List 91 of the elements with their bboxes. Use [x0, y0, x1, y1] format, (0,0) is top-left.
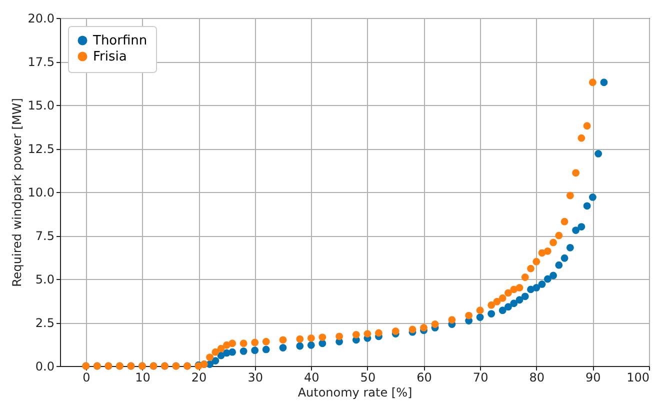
- point: [527, 264, 534, 272]
- point: [498, 294, 506, 302]
- x-tick-label: 60: [416, 370, 432, 384]
- point: [550, 272, 557, 280]
- legend-label: Frisia: [93, 50, 127, 64]
- point: [279, 344, 287, 352]
- point: [532, 258, 540, 266]
- x-tick-label: 90: [586, 370, 601, 384]
- point: [504, 289, 512, 297]
- point: [307, 334, 315, 342]
- point: [296, 342, 304, 350]
- point: [560, 254, 568, 262]
- point: [560, 218, 568, 226]
- x-axis-title: Autonomy rate [%]: [298, 386, 412, 400]
- x-tick-label: 10: [135, 370, 150, 384]
- point: [578, 223, 586, 230]
- point: [228, 340, 236, 348]
- point: [476, 306, 484, 314]
- y-tick-label: 12.5: [28, 142, 54, 156]
- point: [262, 346, 270, 354]
- point: [532, 284, 540, 292]
- point: [555, 232, 563, 240]
- point: [408, 326, 416, 334]
- point: [600, 78, 608, 86]
- point: [510, 300, 518, 308]
- point: [493, 298, 501, 306]
- y-tick-label: 0.0: [35, 360, 54, 374]
- point: [251, 346, 259, 354]
- y-tick-label: 10.0: [28, 186, 54, 200]
- point: [251, 338, 259, 346]
- point: [504, 303, 512, 311]
- y-tick-label: 20.0: [28, 12, 54, 26]
- point: [431, 320, 439, 328]
- point: [544, 247, 552, 255]
- point: [240, 348, 248, 355]
- y-tick-label: 5.0: [35, 272, 54, 286]
- y-tick-label: 7.5: [35, 229, 54, 243]
- point: [296, 335, 304, 343]
- point: [352, 330, 360, 338]
- point: [217, 344, 225, 352]
- x-tick-label: 30: [248, 370, 263, 384]
- point: [555, 261, 563, 269]
- x-tick-label: 80: [529, 370, 545, 384]
- point: [488, 301, 496, 309]
- point: [228, 348, 236, 356]
- point: [566, 244, 574, 252]
- point: [476, 314, 484, 321]
- legend-label: Thorfinn: [92, 34, 148, 48]
- point: [498, 306, 506, 314]
- point: [516, 284, 524, 292]
- point: [588, 194, 596, 201]
- point: [588, 78, 596, 86]
- x-tick-label: 100: [626, 370, 650, 384]
- point: [578, 134, 586, 142]
- point: [262, 338, 270, 346]
- point: [583, 122, 591, 130]
- point: [375, 329, 382, 337]
- point: [594, 150, 602, 158]
- point: [364, 330, 372, 338]
- point: [572, 226, 580, 234]
- point: [307, 341, 315, 349]
- point: [572, 169, 580, 177]
- point: [392, 328, 400, 335]
- point: [448, 316, 456, 324]
- y-tick-label: 17.5: [28, 55, 54, 69]
- point: [318, 334, 326, 341]
- point: [566, 192, 574, 200]
- y-tick-label: 2.5: [35, 316, 54, 330]
- point: [521, 292, 529, 300]
- point: [516, 296, 524, 304]
- point: [583, 202, 591, 210]
- y-axis-title: Required windpark power [MW]: [10, 98, 24, 287]
- x-tick-label: 50: [360, 370, 376, 384]
- point: [420, 324, 428, 332]
- point: [206, 354, 214, 361]
- point: [521, 274, 529, 281]
- point: [212, 348, 220, 356]
- x-tick-label: 20: [191, 370, 207, 384]
- y-tick-label: 15.0: [28, 98, 54, 112]
- point: [240, 340, 248, 348]
- x-tick-label: 70: [472, 370, 488, 384]
- point: [488, 310, 496, 318]
- point: [550, 238, 557, 246]
- point: [544, 275, 552, 283]
- x-tick-label: 40: [304, 370, 320, 384]
- x-tick-label: 0: [82, 370, 90, 384]
- point: [212, 357, 220, 364]
- point: [465, 312, 473, 320]
- point: [538, 280, 546, 288]
- point: [336, 332, 344, 340]
- point: [279, 336, 287, 344]
